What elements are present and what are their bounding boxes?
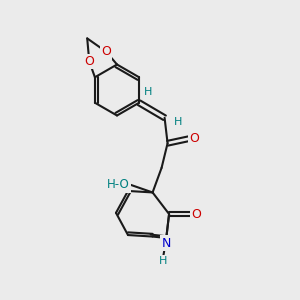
Text: O: O	[101, 45, 111, 58]
Text: H-O: H-O	[107, 178, 130, 191]
Text: O: O	[191, 208, 201, 220]
Text: O: O	[189, 132, 199, 145]
Text: H: H	[144, 87, 152, 97]
Text: H: H	[159, 256, 167, 266]
Text: N: N	[161, 237, 171, 250]
Text: O: O	[84, 55, 94, 68]
Text: H: H	[174, 117, 182, 127]
